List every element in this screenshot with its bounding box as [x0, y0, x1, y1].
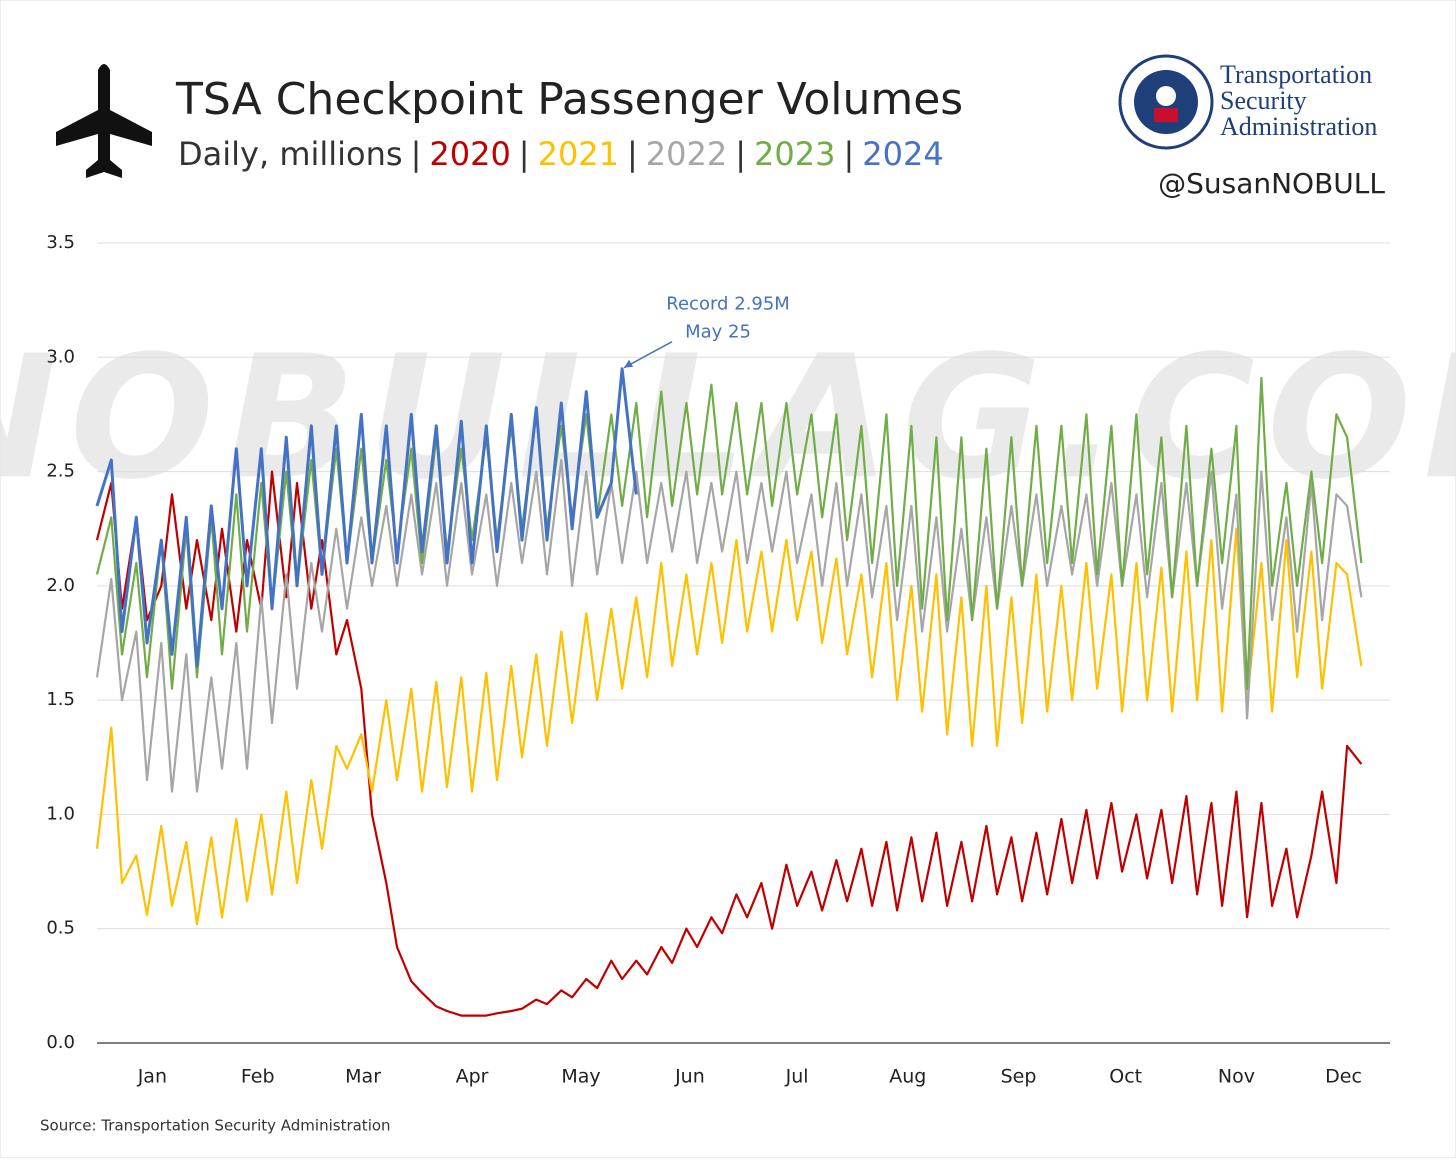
- y-tick-label: 1.0: [46, 803, 75, 824]
- logo-text: Administration: [1220, 112, 1377, 141]
- y-tick-label: 1.5: [46, 689, 75, 710]
- series-line: [95, 367, 638, 668]
- legend-entry: 2024: [862, 135, 943, 173]
- x-tick-label: Jan: [137, 1066, 167, 1088]
- legend-entry: 2020: [429, 135, 510, 173]
- x-tick-label: Aug: [889, 1066, 926, 1088]
- subtitle-separator: |: [843, 135, 854, 173]
- y-tick-label: 3.0: [46, 346, 75, 367]
- x-tick-label: Jul: [785, 1066, 809, 1088]
- series-line: [95, 376, 1363, 690]
- subtitle-separator: |: [411, 135, 422, 173]
- x-tick-label: Jun: [674, 1066, 705, 1088]
- subtitle: Daily, millions | 2020 | 2021 | 2022 | 2023 | 2024: [178, 135, 944, 173]
- x-tick-label: Apr: [456, 1066, 489, 1088]
- chart-title: TSA Checkpoint Passenger Volumes: [175, 74, 963, 125]
- x-tick-label: Mar: [345, 1066, 381, 1088]
- x-tick-label: Oct: [1109, 1066, 1142, 1088]
- subtitle-separator: |: [735, 135, 746, 173]
- subtitle-separator: |: [627, 135, 638, 173]
- annotation-text: Record 2.95M: [666, 294, 790, 315]
- x-tick-label: Feb: [241, 1066, 275, 1088]
- tsa-logo: [1118, 54, 1214, 150]
- y-tick-label: 2.5: [46, 461, 75, 482]
- annotation-arrowhead: [624, 359, 634, 368]
- watermark: NOBULLAG.COM: [0, 319, 1456, 517]
- subtitle-separator: |: [519, 135, 530, 173]
- y-tick-label: 0.0: [46, 1032, 75, 1053]
- source: Source: Transportation Security Administ…: [40, 1117, 391, 1135]
- x-tick-label: Dec: [1325, 1066, 1362, 1088]
- legend-entry: 2023: [754, 135, 835, 173]
- series-line: [95, 459, 1363, 793]
- annotation-text: May 25: [685, 322, 751, 343]
- credit: @SusanNOBULL: [1158, 167, 1385, 200]
- annotation-arrow: [623, 341, 673, 369]
- y-tick-label: 3.5: [46, 232, 75, 253]
- x-tick-label: May: [561, 1066, 600, 1088]
- series-line: [95, 527, 1363, 926]
- logo-text: Transportation: [1220, 60, 1372, 89]
- y-tick-label: 2.0: [46, 575, 75, 596]
- airplane-icon: [56, 64, 152, 178]
- subtitle-text: Daily, millions: [178, 135, 403, 173]
- y-tick-label: 0.5: [46, 918, 75, 939]
- logo-text: Security: [1220, 86, 1307, 115]
- legend-entry: 2022: [646, 135, 727, 173]
- x-tick-label: Nov: [1218, 1066, 1255, 1088]
- legend-entry: 2021: [538, 135, 619, 173]
- x-tick-label: Sep: [1001, 1066, 1037, 1088]
